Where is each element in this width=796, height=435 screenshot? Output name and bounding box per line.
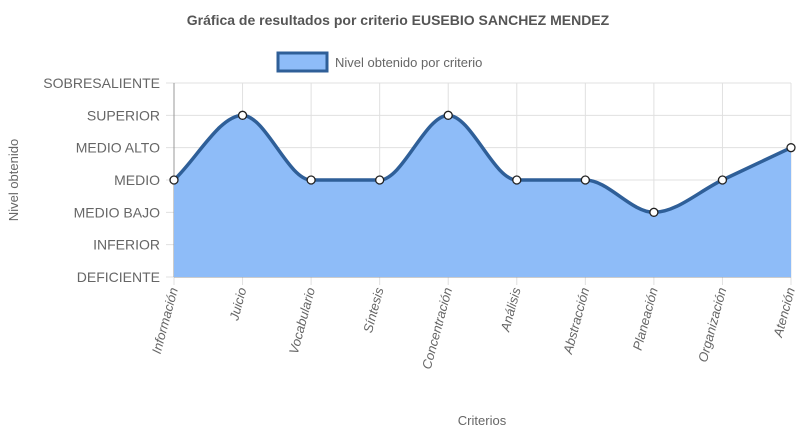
- data-point: [306, 175, 316, 185]
- x-tick-label: Organización: [695, 286, 729, 364]
- x-tick-label: Vocabulario: [286, 286, 318, 356]
- data-point: [443, 110, 453, 120]
- y-tick-label: DEFICIENTE: [77, 269, 160, 285]
- x-tick-label: Abstracción: [560, 286, 592, 356]
- legend[interactable]: Nivel obtenido por criterio: [276, 51, 482, 73]
- series-line: [172, 113, 792, 215]
- data-point: [237, 110, 248, 120]
- y-tick-label: MEDIO ALTO: [76, 140, 160, 156]
- data-point: [649, 207, 659, 217]
- y-tick-label: SUPERIOR: [87, 107, 160, 123]
- x-axis: Información Juicio Vocabulario Síntesis Conc…: [149, 285, 796, 370]
- x-tick-label: Juicio: [226, 286, 249, 323]
- data-point: [580, 175, 590, 185]
- x-tick-label: Síntesis: [360, 285, 387, 334]
- data-point: [375, 175, 385, 185]
- y-axis: DEFICIENTE INFERIOR MEDIO BAJO MEDIO MEDIO A…: [43, 75, 160, 285]
- y-tick-label: MEDIO BAJO: [74, 204, 160, 220]
- x-tick-label: Concentración: [419, 286, 455, 371]
- legend-label: Nivel obtenido por criterio: [335, 55, 482, 70]
- area-layer: [172, 113, 792, 277]
- x-tick-label: Atención: [770, 286, 796, 340]
- data-point: [169, 175, 179, 185]
- y-tick-label: MEDIO: [114, 172, 160, 188]
- y-tick-label: SOBRESALIENTE: [43, 75, 160, 91]
- data-point: [717, 175, 728, 185]
- x-axis-title: Criterios: [458, 413, 507, 428]
- chart-title: Gráfica de resultados por criterio EUSEB…: [187, 12, 610, 28]
- data-point: [512, 175, 522, 185]
- series-area-fill: [174, 115, 791, 277]
- legend-swatch: [276, 51, 329, 73]
- x-tick-label: Análisis: [497, 285, 523, 334]
- x-tick-label: Información: [149, 286, 181, 355]
- y-tick-label: INFERIOR: [93, 237, 160, 253]
- y-axis-title: Nivel obtenido: [6, 139, 21, 221]
- points-layer: [169, 110, 796, 217]
- x-tick-label: Planeación: [630, 286, 661, 352]
- data-point: [786, 143, 796, 153]
